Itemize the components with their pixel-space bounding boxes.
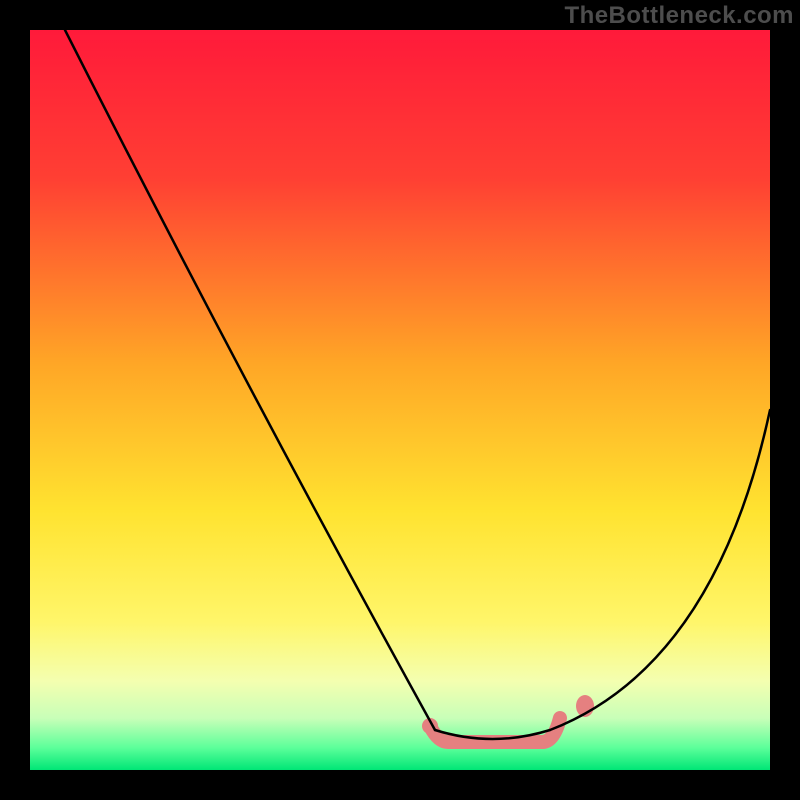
attribution-text: TheBottleneck.com [564, 2, 794, 30]
curve-left-leg [65, 30, 435, 730]
plot-area [30, 30, 770, 770]
curve-layer [30, 30, 770, 770]
curve-right-leg [550, 410, 770, 730]
chart-root: TheBottleneck.com [0, 0, 800, 800]
